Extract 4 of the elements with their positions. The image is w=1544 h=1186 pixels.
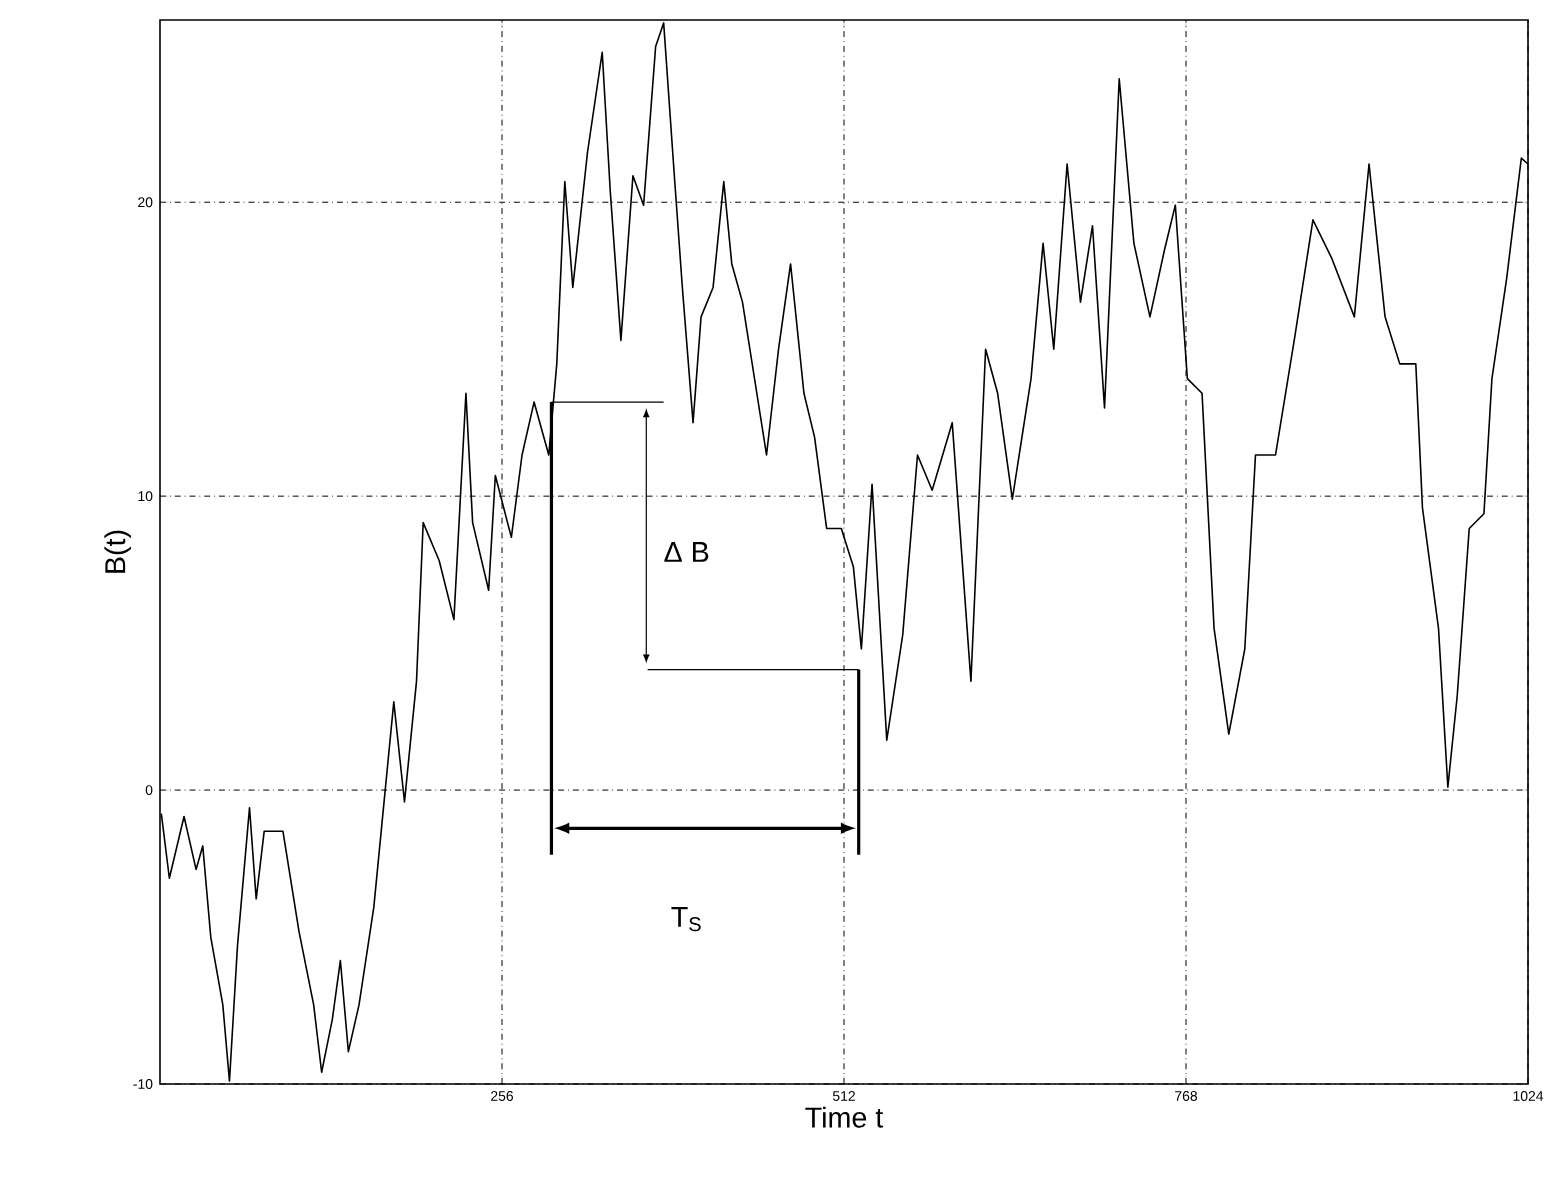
x-axis-title: Time t [805, 1106, 884, 1128]
y-axis-title: B(t) [104, 530, 132, 573]
annotation: Δ B [664, 542, 709, 562]
annotation: T$_{S}$ [671, 906, 701, 932]
